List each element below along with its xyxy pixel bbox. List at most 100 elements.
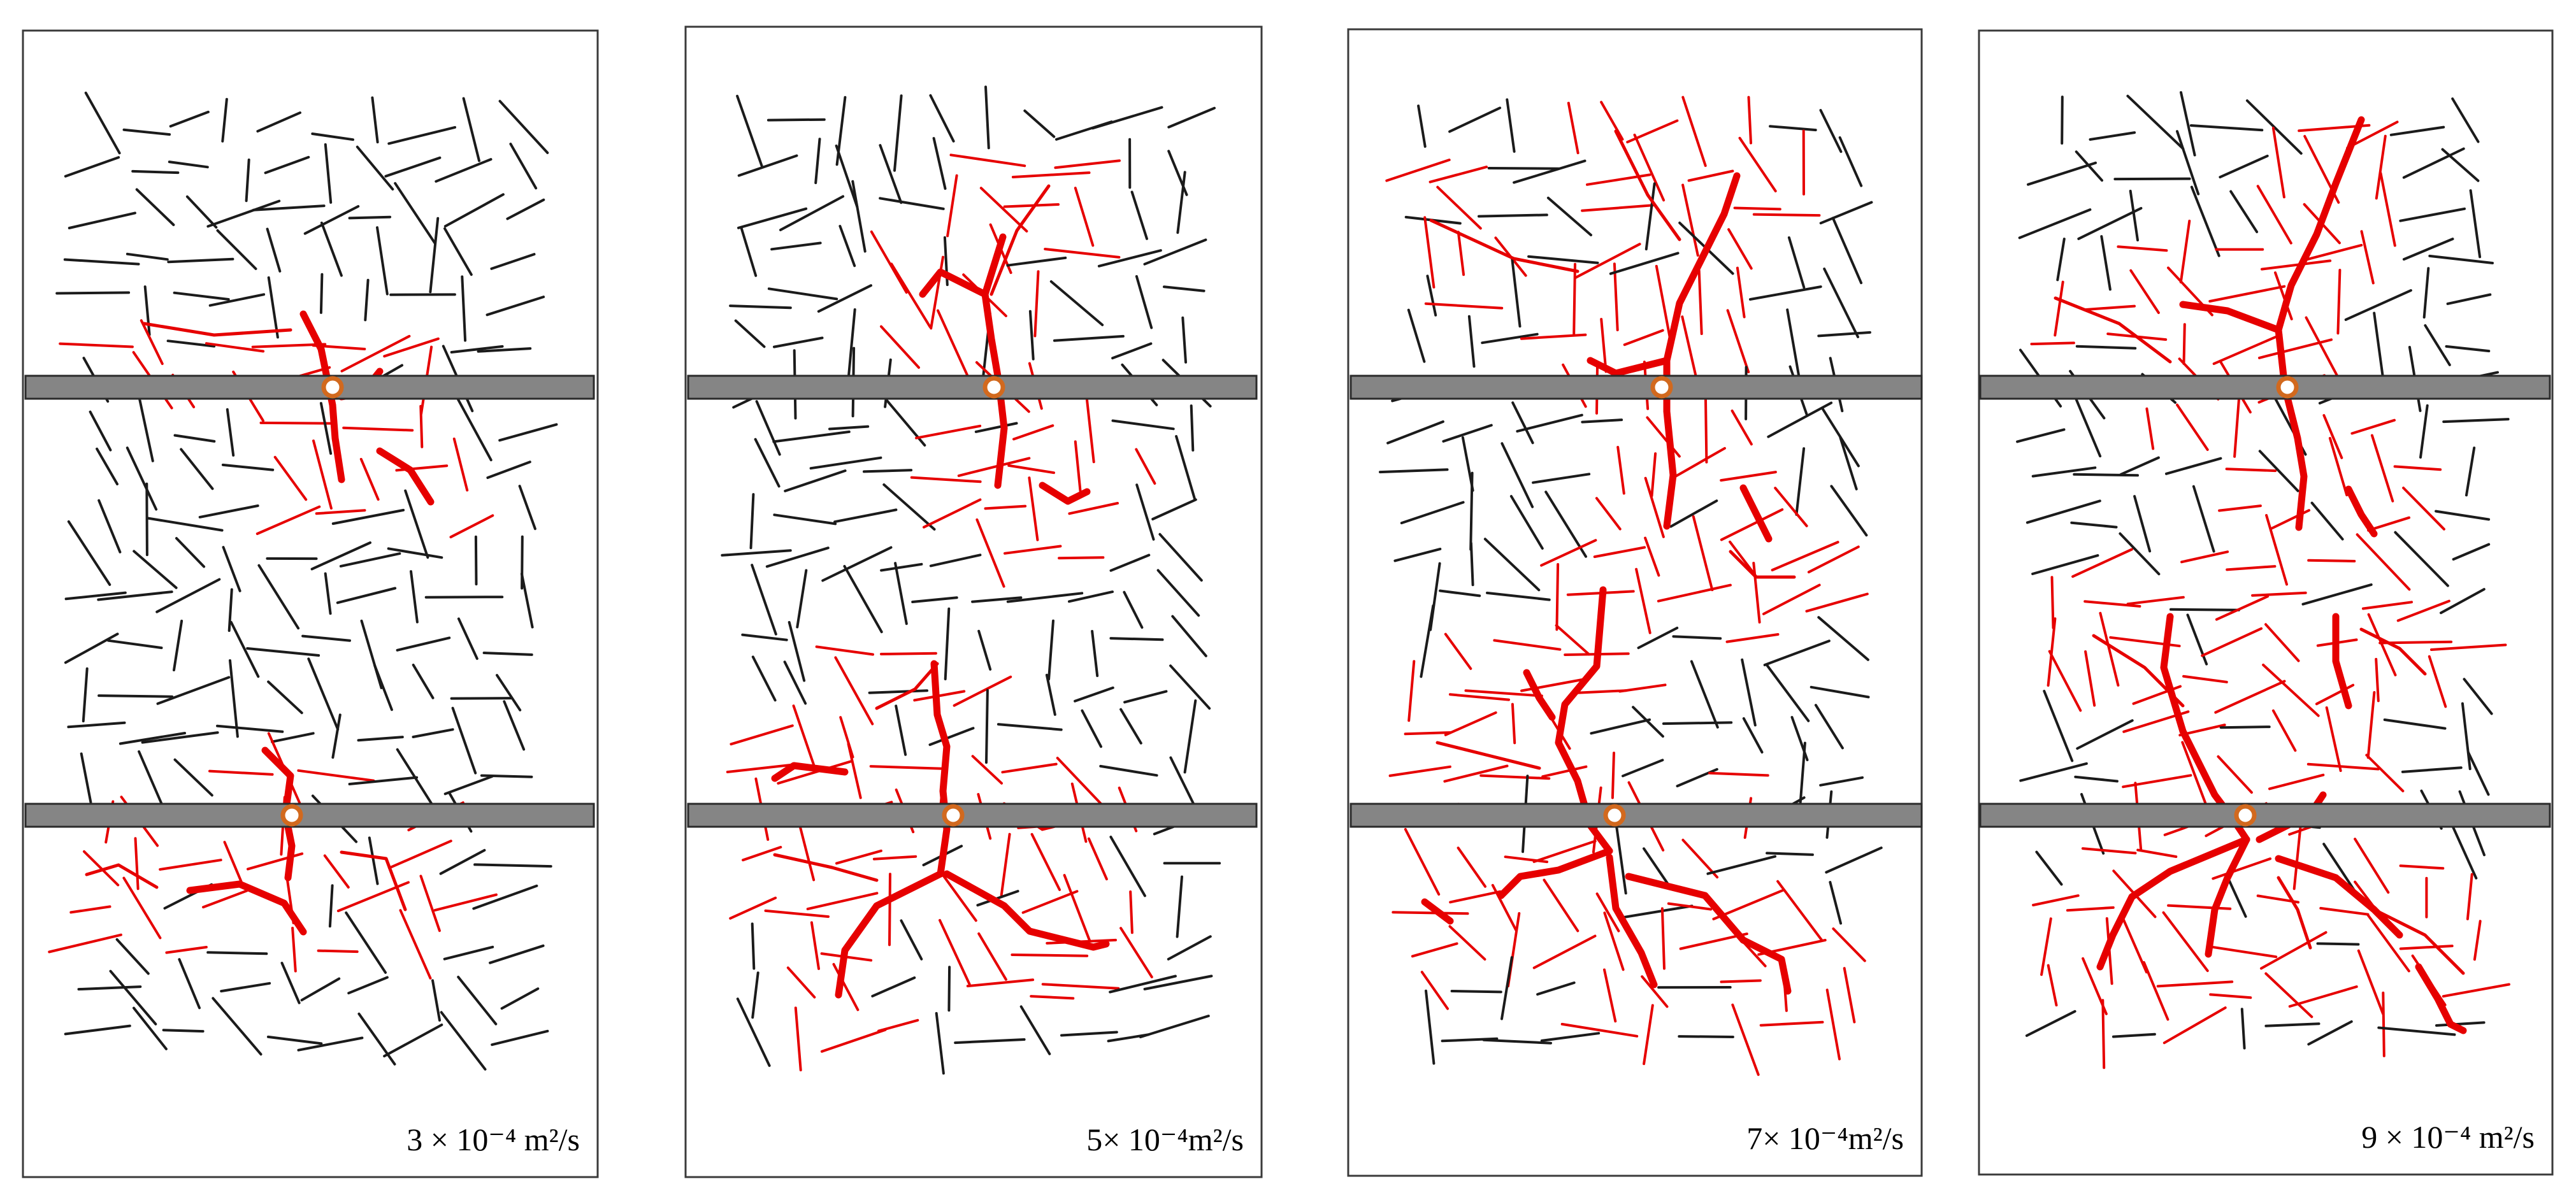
- natural-fracture: [2441, 148, 2480, 182]
- perforation-point-1: [321, 376, 344, 399]
- natural-fracture: [1823, 268, 1859, 338]
- natural-fracture: [1814, 704, 1844, 750]
- activated-fracture: [730, 724, 794, 746]
- natural-fracture: [2075, 345, 2137, 350]
- hydraulic-fracture-branch: [2054, 296, 2172, 364]
- activated-fracture: [2145, 407, 2155, 450]
- natural-fracture: [500, 987, 540, 1010]
- natural-fracture: [2025, 1010, 2076, 1037]
- activated-fracture: [1011, 171, 1091, 178]
- natural-fracture: [1795, 447, 1806, 516]
- natural-fracture: [2440, 588, 2486, 615]
- natural-fracture: [339, 552, 401, 568]
- activated-fracture: [798, 823, 816, 882]
- natural-fracture: [310, 541, 371, 571]
- activated-fracture: [966, 978, 1035, 988]
- natural-fracture: [1053, 334, 1125, 342]
- natural-fracture: [383, 1024, 443, 1058]
- activated-fracture: [1074, 440, 1082, 492]
- natural-fracture: [267, 276, 279, 339]
- hydraulic-fracture: [1606, 854, 1658, 989]
- hydraulic-fracture: [2415, 963, 2467, 1034]
- natural-fracture: [1183, 699, 1197, 774]
- natural-fracture: [2435, 510, 2491, 521]
- wellbore-1: [1349, 375, 1923, 400]
- activated-fracture: [939, 918, 971, 986]
- activated-fracture: [742, 846, 782, 862]
- activated-fracture: [419, 875, 441, 932]
- activated-fracture: [1086, 398, 1095, 464]
- activated-fracture: [1759, 1020, 1824, 1027]
- hydraulic-fracture-branch: [85, 863, 159, 889]
- hydraulic-fracture-branch: [340, 850, 407, 911]
- perforation-point-1: [982, 376, 1005, 399]
- activated-fracture: [2048, 650, 2082, 712]
- activated-fracture: [2181, 741, 2211, 815]
- natural-fracture: [878, 390, 926, 447]
- natural-fracture: [2016, 428, 2066, 443]
- natural-fracture: [911, 596, 958, 603]
- activated-fracture: [2054, 280, 2064, 337]
- natural-fracture: [1047, 619, 1054, 681]
- activated-fracture: [923, 498, 982, 529]
- natural-fracture: [1176, 171, 1186, 234]
- activated-fracture: [1041, 983, 1120, 990]
- natural-fracture: [264, 155, 310, 175]
- natural-fracture: [490, 253, 536, 270]
- hydraulic-fracture: [1663, 172, 1741, 530]
- natural-fracture: [751, 564, 777, 636]
- natural-fracture: [2075, 150, 2103, 182]
- natural-fracture: [387, 547, 443, 559]
- hydraulic-fracture: [835, 870, 944, 999]
- activated-fracture: [1388, 765, 1451, 777]
- perforation-point-2: [1603, 804, 1626, 827]
- activated-fracture: [2402, 487, 2445, 531]
- activated-fracture: [2357, 949, 2384, 1015]
- natural-fracture: [185, 195, 218, 229]
- hydraulic-fracture: [930, 660, 951, 878]
- activated-fracture: [165, 946, 208, 954]
- natural-fracture: [1506, 98, 1516, 153]
- natural-fracture: [1765, 663, 1810, 722]
- natural-fracture: [1511, 256, 1522, 328]
- activated-fracture: [1720, 979, 1762, 983]
- activated-fracture: [1543, 878, 1579, 932]
- activated-fracture: [977, 932, 1007, 981]
- activated-fracture: [1054, 159, 1121, 169]
- activated-fracture: [1633, 133, 1666, 202]
- natural-fracture: [2240, 1008, 2246, 1050]
- activated-fracture: [1404, 828, 1441, 896]
- natural-fracture: [451, 706, 477, 775]
- activated-fracture: [2396, 599, 2450, 622]
- natural-fracture: [1500, 956, 1513, 1020]
- natural-fracture: [843, 565, 883, 634]
- natural-fracture: [976, 890, 1019, 907]
- activated-fracture: [2268, 773, 2325, 790]
- natural-fracture: [1109, 836, 1146, 897]
- natural-fracture: [779, 195, 845, 231]
- activated-fracture: [1641, 975, 1669, 1008]
- hydraulic-fracture-branch: [2092, 634, 2185, 708]
- natural-fracture: [2301, 583, 2373, 606]
- wellbore-2: [24, 803, 595, 828]
- activated-fracture: [291, 927, 297, 973]
- activated-fracture: [2288, 985, 2358, 1008]
- activated-fracture: [1618, 683, 1667, 693]
- activated-fracture: [2430, 643, 2507, 651]
- natural-fracture: [2133, 495, 2152, 553]
- activated-fracture: [2375, 134, 2387, 200]
- hydraulic-fracture-branch: [1729, 550, 1796, 579]
- activated-fracture: [2180, 550, 2229, 564]
- activated-fracture: [877, 1018, 919, 1032]
- activated-fracture: [2473, 920, 2482, 961]
- activated-fracture: [1657, 583, 1732, 603]
- natural-fracture: [863, 469, 913, 473]
- natural-fracture: [67, 520, 112, 586]
- activated-fracture: [1028, 476, 1039, 541]
- natural-fracture: [1829, 881, 1842, 925]
- natural-fracture: [2469, 189, 2482, 259]
- hydraulic-fracture: [1587, 357, 1671, 377]
- natural-fracture: [1831, 217, 1863, 285]
- natural-fracture: [838, 225, 856, 268]
- activated-fracture: [2375, 657, 2380, 703]
